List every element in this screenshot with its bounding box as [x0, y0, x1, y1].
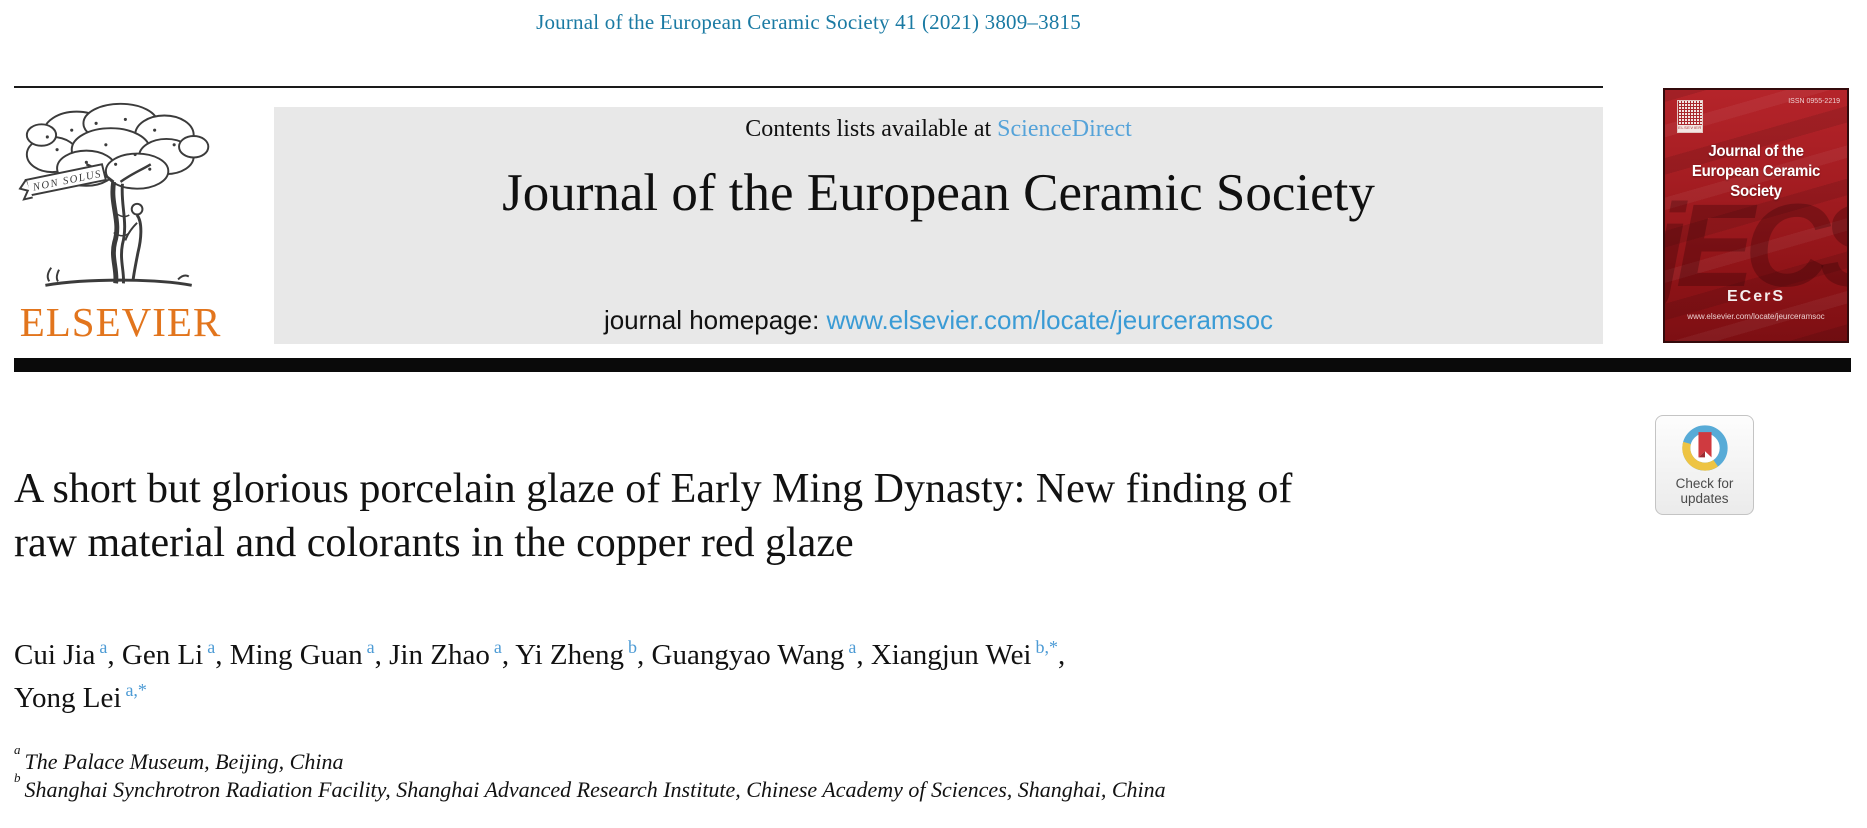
check-for-updates-label: Check for updates [1675, 476, 1734, 506]
elsevier-logo: NON SOLUS ELSEVIER [13, 96, 228, 346]
author-affiliation-superscript: b [628, 637, 638, 657]
cover-watermark: jECS [1665, 180, 1847, 312]
affiliation-list: a The Palace Museum, Beijing, China b Shang… [14, 743, 1714, 804]
author-name: Guangyao Wang [651, 639, 845, 671]
contents-prefix: Contents lists available at [745, 116, 998, 142]
author-separator: , [637, 639, 652, 671]
author-name: Yi Zheng [515, 639, 625, 671]
affiliation-row: b Shanghai Synchrotron Radiation Facility… [14, 771, 1714, 804]
author-separator: , [856, 639, 871, 671]
author-name: Cui Jia [14, 639, 96, 671]
journal-title: Journal of the European Ceramic Society [502, 164, 1375, 222]
affiliation-row: a The Palace Museum, Beijing, China [14, 743, 1714, 776]
header-rule [14, 86, 1603, 88]
cover-url: www.elsevier.com/locate/jeurceramsoc [1687, 312, 1825, 321]
author-name: Xiangjun Wei [870, 639, 1032, 671]
author-separator: , [374, 639, 390, 671]
cover-journal-title: Journal of the European Ceramic Society [1691, 143, 1821, 200]
affiliation-text: The Palace Museum, Beijing, China [24, 749, 344, 774]
check-for-updates-badge[interactable]: Check for updates [1655, 415, 1754, 515]
contents-line: Contents lists available at ScienceDirec… [274, 116, 1603, 143]
author-separator: , [107, 639, 122, 671]
cover-issn: ISSN 0955-2219 [1788, 98, 1840, 105]
author-affiliation-superscript: b,* [1035, 637, 1059, 657]
cover-elsevier-mark-icon: ELSEVIER [1677, 100, 1703, 133]
affiliation-superscript: b [14, 769, 21, 785]
homepage-link[interactable]: www.elsevier.com/locate/jeurceramsoc [826, 305, 1274, 335]
author-affiliation-superscript: a [848, 637, 857, 657]
affiliation-text: Shanghai Synchrotron Radiation Facility,… [24, 777, 1166, 802]
author-affiliation-superscript: a [99, 637, 108, 657]
author-affiliation-superscript: a,* [125, 680, 147, 700]
crossmark-icon [1681, 425, 1728, 471]
journal-citation-link[interactable]: Journal of the European Ceramic Society … [536, 10, 1081, 34]
elsevier-tree-icon: NON SOLUS [18, 102, 210, 287]
author-list: Cui Jia a, Gen Li a, Ming Guan a, Jin Zhao a… [14, 634, 1654, 720]
author-affiliation-superscript: a [493, 637, 502, 657]
author-separator: , [1058, 639, 1066, 671]
author-name: Gen Li [121, 639, 204, 671]
author-name: Yong Lei [14, 682, 122, 714]
author-affiliation-superscript: a [366, 637, 375, 657]
sciencedirect-link[interactable]: ScienceDirect [997, 116, 1132, 142]
affiliation-superscript: a [14, 741, 21, 757]
author-affiliation-superscript: a [207, 637, 216, 657]
section-divider-bar [14, 358, 1851, 372]
journal-masthead: Contents lists available at ScienceDirec… [274, 107, 1603, 344]
ecers-logo: ECerS [1726, 288, 1786, 305]
journal-cover-thumbnail[interactable]: jECS ELSEVIER ISSN 0955-2219 Journal of … [1663, 88, 1849, 343]
homepage-prefix: journal homepage: [603, 305, 827, 335]
author-separator: , [215, 639, 230, 671]
article-title-line2: raw material and colorants in the copper… [14, 520, 854, 566]
author-separator: , [501, 639, 516, 671]
author-name: Jin Zhao [389, 639, 490, 671]
article-title: A short but glorious porcelain glaze of … [14, 462, 1654, 570]
author-name: Ming Guan [229, 639, 363, 671]
article-title-line1: A short but glorious porcelain glaze of … [14, 466, 1293, 512]
elsevier-wordmark: ELSEVIER [19, 299, 222, 345]
homepage-line: journal homepage: www.elsevier.com/locat… [274, 305, 1603, 336]
